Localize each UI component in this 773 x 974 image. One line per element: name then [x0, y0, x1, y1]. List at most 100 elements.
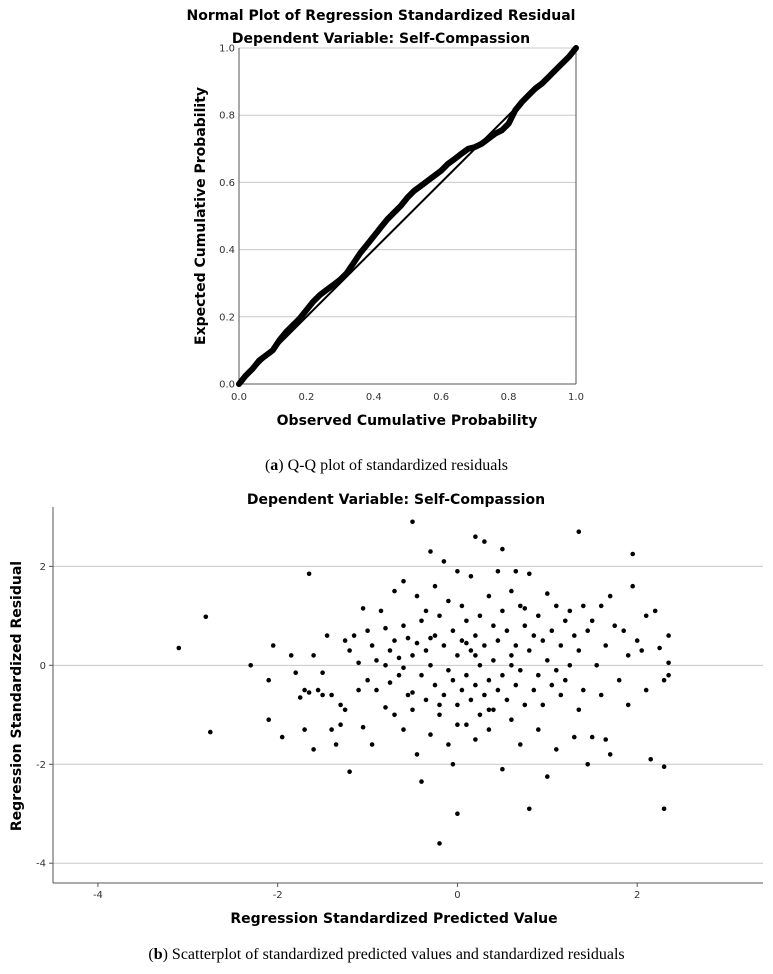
scatter-point	[589, 618, 595, 624]
scatter-point	[504, 628, 510, 633]
scatter-point	[437, 712, 442, 718]
scatter-point	[414, 593, 420, 599]
scatter-point	[419, 618, 424, 624]
scatter-y-tick-label: 2	[40, 562, 46, 573]
scatter-point	[360, 724, 366, 730]
scatter-point	[405, 692, 411, 698]
qq-plot: Normal Plot of Regression Standardized R…	[187, 8, 584, 429]
scatter-point	[491, 658, 496, 663]
scatter-point	[612, 623, 617, 628]
qq-x-tick-label: 1.0	[568, 392, 584, 403]
scatter-point	[419, 779, 424, 784]
scatter-point	[545, 658, 550, 663]
scatter-point	[423, 608, 429, 614]
scatter-point	[540, 702, 546, 708]
caption-a: (a) Q-Q plot of standardized residuals	[264, 457, 509, 474]
scatter-point	[482, 692, 487, 698]
scatter-point	[428, 635, 433, 641]
scatter-point	[369, 643, 375, 648]
scatter-title: Dependent Variable: Self-Compassion	[247, 492, 545, 508]
scatter-point	[297, 695, 303, 700]
scatter-point	[495, 638, 501, 643]
scatter-point	[509, 653, 514, 658]
scatter-point	[648, 757, 653, 762]
scatter-point	[540, 638, 546, 643]
scatter-y-tick-label: 0	[40, 661, 46, 672]
scatter-point	[666, 660, 671, 666]
scatter-point	[563, 677, 568, 683]
scatter-point	[329, 692, 334, 698]
scatter-point	[437, 702, 442, 708]
scatter-point	[482, 539, 487, 544]
scatter-point	[378, 608, 384, 614]
scatter-point	[518, 668, 523, 673]
scatter-point	[208, 729, 213, 735]
qq-x-tick-label: 0.6	[433, 392, 449, 403]
scatter-point	[509, 717, 514, 722]
scatter-point	[365, 677, 370, 683]
scatter-point	[320, 692, 325, 698]
scatter-point	[369, 742, 375, 747]
scatter-point	[432, 633, 438, 638]
scatter-point	[477, 712, 483, 718]
scatter-point	[441, 643, 447, 648]
scatter-point	[477, 613, 483, 619]
scatter-point	[306, 690, 312, 695]
scatter-point	[333, 742, 339, 747]
scatter-point	[455, 569, 460, 574]
scatter-point	[477, 663, 483, 668]
scatter-point	[661, 764, 667, 769]
scatter-point	[527, 648, 532, 653]
scatter-x-tick-label: -2	[273, 890, 283, 901]
scatter-point	[513, 682, 519, 688]
scatter-point	[401, 727, 406, 732]
scatter-point	[288, 653, 294, 658]
scatter-axes	[49, 507, 763, 887]
scatter-point	[266, 717, 272, 722]
scatter-point	[410, 707, 415, 713]
scatter-point	[279, 734, 285, 740]
scatter-point	[563, 618, 568, 624]
scatter-point	[549, 682, 555, 688]
scatter-point	[468, 574, 474, 579]
scatter-point	[509, 588, 514, 594]
scatter-point	[468, 697, 474, 703]
scatter-point	[401, 623, 406, 628]
scatter-point	[428, 663, 433, 668]
scatter-point	[405, 635, 411, 641]
scatter-point	[365, 628, 370, 633]
scatter-point	[311, 653, 316, 658]
scatter-point	[522, 623, 528, 628]
scatter-point	[581, 687, 586, 693]
scatter-point	[634, 638, 640, 643]
scatter-point	[396, 672, 402, 678]
scatter-point	[446, 742, 451, 747]
scatter-plot: Dependent Variable: Self-Compassion -4 -2…	[9, 492, 763, 927]
qq-series-line	[236, 45, 579, 387]
scatter-point	[473, 633, 478, 638]
scatter-point	[437, 841, 442, 846]
scatter-point	[598, 603, 604, 609]
scatter-point	[320, 670, 325, 675]
scatter-point	[455, 702, 460, 708]
scatter-point	[423, 648, 429, 653]
scatter-point	[383, 705, 388, 710]
scatter-ticks: -4 -2 0 2 -4 -2 0 2	[36, 562, 640, 901]
scatter-point	[342, 638, 348, 643]
scatter-point	[527, 571, 532, 577]
qq-grid	[239, 47, 576, 318]
scatter-point	[558, 643, 564, 648]
scatter-point	[625, 702, 631, 708]
scatter-point	[473, 682, 478, 688]
scatter-point	[581, 603, 586, 609]
scatter-point	[621, 628, 626, 633]
scatter-point	[306, 571, 312, 577]
scatter-point	[500, 546, 505, 552]
qq-x-tick-label: 0.2	[298, 392, 314, 403]
scatter-point	[338, 722, 343, 727]
scatter-point	[572, 633, 577, 638]
scatter-point	[446, 598, 451, 604]
scatter-point	[522, 606, 528, 611]
scatter-point	[464, 722, 469, 727]
